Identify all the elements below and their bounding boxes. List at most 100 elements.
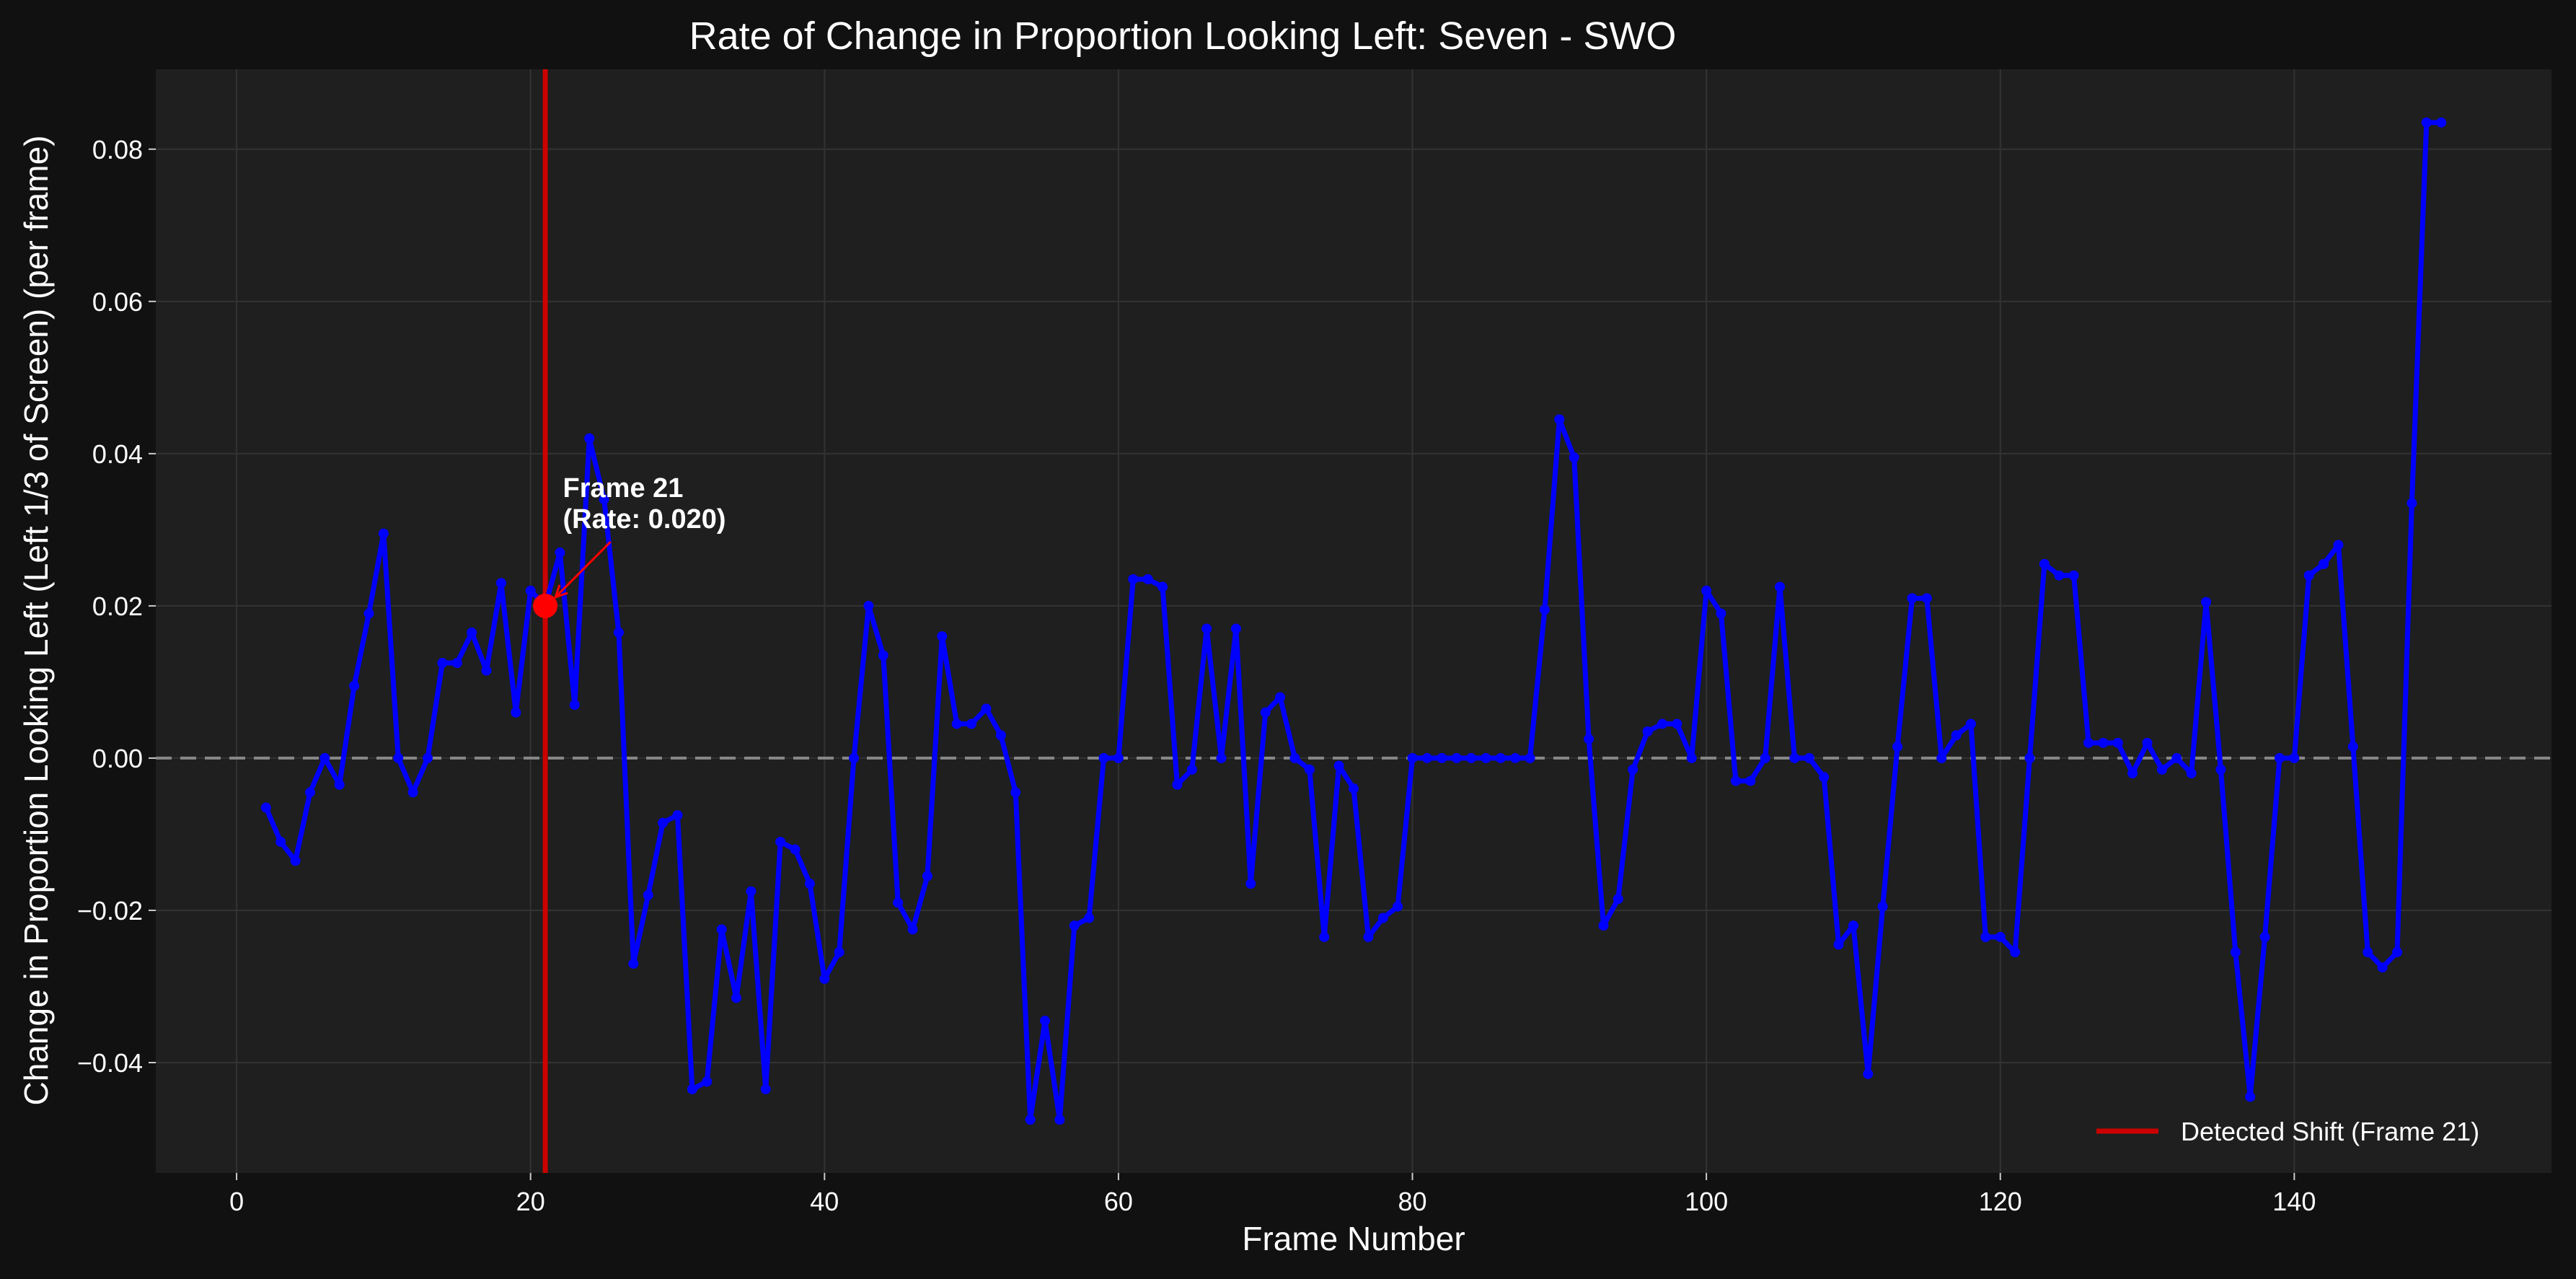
annotation-rate-label: (Rate: 0.020)	[563, 504, 726, 535]
data-point	[275, 837, 286, 847]
plot-area	[156, 69, 2551, 1173]
data-point	[702, 1076, 713, 1087]
data-point	[1951, 730, 1962, 741]
data-point	[1804, 752, 1814, 763]
data-point	[2363, 947, 2373, 957]
data-point	[2068, 570, 2079, 581]
annotation-arrowhead	[553, 584, 568, 599]
y-ticks: −0.04 −0.02 0.00 0.02 0.04 0.06 0.08	[77, 135, 156, 1078]
data-point	[349, 680, 360, 691]
data-point	[995, 730, 1006, 741]
x-ticks: 0 20 40 60 80 100 120 140	[229, 1173, 2316, 1216]
data-point	[1025, 1115, 1036, 1125]
data-point	[2083, 737, 2094, 748]
data-point	[1201, 623, 1212, 634]
data-point	[334, 779, 345, 790]
x-tick-label: 0	[229, 1187, 244, 1216]
data-point	[2274, 752, 2285, 763]
data-point	[2054, 570, 2065, 581]
data-point	[1525, 752, 1535, 763]
data-point	[1584, 734, 1594, 744]
data-point	[1672, 718, 1682, 729]
data-point	[2215, 764, 2226, 775]
annotation-layer: Frame 21(Rate: 0.020)	[533, 473, 726, 618]
data-point	[1349, 783, 1359, 794]
data-point	[804, 879, 815, 889]
data-point	[1186, 764, 1197, 775]
data-point	[1304, 764, 1315, 775]
data-point	[1819, 772, 1830, 783]
data-point	[2201, 597, 2212, 607]
x-tick-label: 60	[1104, 1187, 1133, 1216]
data-point	[467, 627, 477, 638]
data-point	[2098, 737, 2109, 748]
data-point	[2186, 768, 2197, 779]
data-point	[599, 494, 609, 505]
data-point	[2171, 752, 2182, 763]
data-point	[1907, 593, 1918, 604]
annotation-frame-label: Frame 21	[563, 473, 684, 504]
y-tick-label: 0.02	[92, 592, 143, 621]
x-tick-label: 120	[1979, 1187, 2022, 1216]
data-point	[1393, 901, 1403, 912]
data-point	[981, 703, 992, 714]
data-point	[628, 958, 639, 969]
data-point	[2392, 947, 2403, 957]
data-point	[951, 718, 962, 729]
data-point	[1495, 752, 1506, 763]
data-point	[1628, 764, 1638, 775]
y-tick-label: 0.08	[92, 135, 143, 164]
data-point	[1965, 718, 1976, 729]
data-point	[1892, 742, 1903, 752]
data-point	[1054, 1115, 1065, 1125]
legend-label: Detected Shift (Frame 21)	[2181, 1117, 2479, 1146]
data-point	[1569, 452, 1579, 463]
data-point	[1921, 593, 1932, 604]
data-point	[1084, 913, 1095, 923]
data-point	[407, 787, 418, 798]
data-point	[1363, 931, 1374, 942]
data-point	[1377, 913, 1388, 923]
data-point	[878, 650, 888, 661]
detected-shift-marker	[533, 593, 558, 618]
data-point	[775, 837, 786, 847]
data-point	[1010, 787, 1021, 798]
data-point	[2421, 117, 2432, 128]
data-point	[2407, 498, 2417, 509]
data-point	[1833, 939, 1844, 950]
data-point	[2039, 558, 2050, 569]
data-point	[731, 993, 742, 1003]
y-axis-title: Change in Proportion Looking Left (Left …	[17, 136, 55, 1106]
data-point	[290, 856, 301, 866]
data-point	[2112, 737, 2123, 748]
data-point	[907, 924, 918, 935]
data-point	[525, 585, 536, 596]
data-point	[1333, 760, 1344, 771]
data-point	[687, 1084, 697, 1094]
data-point	[1437, 752, 1447, 763]
data-point	[319, 752, 330, 763]
data-point	[1936, 752, 1947, 763]
data-point	[1172, 779, 1183, 790]
data-point	[1319, 931, 1330, 942]
data-point	[966, 718, 977, 729]
x-tick-label: 40	[810, 1187, 839, 1216]
data-point	[1230, 623, 1241, 634]
data-point	[1760, 752, 1770, 763]
data-point	[481, 665, 492, 676]
data-point	[1995, 931, 2006, 942]
data-point	[819, 973, 830, 984]
data-point	[1289, 752, 1300, 763]
data-point	[363, 608, 374, 619]
data-point	[2010, 947, 2021, 957]
data-point	[2319, 558, 2329, 569]
data-point	[1466, 752, 1477, 763]
data-point	[2127, 768, 2138, 779]
data-point	[2347, 742, 2358, 752]
data-point	[584, 433, 595, 444]
data-point	[2436, 117, 2447, 128]
data-point	[393, 752, 404, 763]
data-point	[1539, 605, 1550, 615]
data-point	[511, 707, 521, 718]
data-point	[1598, 920, 1609, 931]
